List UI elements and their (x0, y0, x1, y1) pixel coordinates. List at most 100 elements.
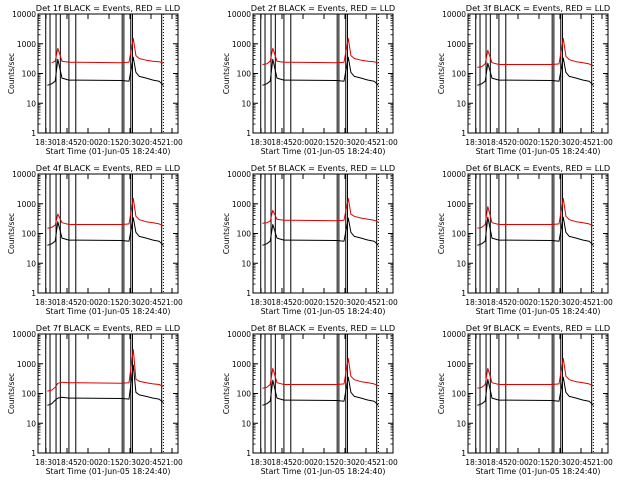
y-tick-label: 1000 (17, 40, 36, 49)
chart-title: Det 5f BLACK = Events, RED = LLD (251, 163, 395, 173)
y-tick-label: 100 (22, 70, 37, 79)
y-tick-label: 10 (456, 419, 466, 428)
series-line-lld (262, 38, 379, 65)
y-tick-label: 100 (452, 70, 467, 79)
x-tick-label: 20:15 (528, 138, 550, 147)
x-tick-label: 20:00 (507, 138, 529, 147)
x-axis-label: Start Time (01-Jun-05 18:24:40) (46, 467, 171, 476)
x-tick-label: 20:15 (313, 298, 335, 307)
y-tick-label: 100 (237, 390, 252, 399)
y-tick-label: 1 (246, 449, 251, 458)
x-tick-label: 20:15 (528, 458, 550, 467)
x-axis-label: Start Time (01-Jun-05 18:24:40) (476, 307, 601, 316)
y-tick-label: 1 (31, 129, 36, 138)
plot-frame (37, 13, 179, 134)
x-tick-label: 18:45 (271, 458, 293, 467)
x-axis-label: Start Time (01-Jun-05 18:24:40) (476, 147, 601, 156)
plot-frame (467, 173, 609, 294)
chart-title: Det 9f BLACK = Events, RED = LLD (466, 323, 610, 333)
series-line-events (262, 217, 379, 246)
y-tick-label: 1 (246, 129, 251, 138)
x-tick-label: 18:30 (35, 458, 57, 467)
y-tick-label: 1 (461, 449, 466, 458)
y-tick-label: 1000 (17, 200, 36, 209)
x-tick-label: 20:15 (98, 298, 120, 307)
series-line-lld (51, 38, 164, 64)
x-tick-label: 21:00 (161, 298, 183, 307)
x-tick-label: 21:00 (376, 298, 398, 307)
y-tick-label: 10 (456, 99, 466, 108)
x-tick-label: 20:00 (292, 138, 314, 147)
series-line-events (262, 56, 379, 86)
x-axis-label: Start Time (01-Jun-05 18:24:40) (261, 147, 386, 156)
plot-frame (37, 333, 179, 454)
series-line-events (262, 376, 379, 406)
x-tick-label: 20:00 (77, 138, 99, 147)
x-tick-label: 18:45 (486, 138, 508, 147)
x-tick-label: 18:45 (271, 138, 293, 147)
y-tick-label: 1 (461, 289, 466, 298)
x-tick-label: 20:30 (549, 298, 571, 307)
x-tick-label: 18:45 (56, 298, 78, 307)
y-tick-label: 10 (241, 99, 251, 108)
y-tick-label: 1000 (447, 360, 466, 369)
y-tick-label: 10000 (227, 330, 251, 339)
x-tick-label: 20:30 (119, 138, 141, 147)
x-tick-label: 18:45 (56, 458, 78, 467)
series-line-lld (477, 198, 594, 229)
x-tick-label: 20:45 (140, 298, 162, 307)
x-tick-label: 20:15 (313, 138, 335, 147)
series-line-events (47, 56, 164, 86)
x-axis-label: Start Time (01-Jun-05 18:24:40) (476, 467, 601, 476)
x-tick-label: 21:00 (591, 298, 613, 307)
x-axis-label: Start Time (01-Jun-05 18:24:40) (261, 467, 386, 476)
y-tick-label: 10 (241, 259, 251, 268)
x-tick-label: 20:45 (355, 138, 377, 147)
y-tick-label: 100 (237, 70, 252, 79)
y-tick-label: 10000 (442, 170, 466, 179)
x-tick-label: 21:00 (376, 458, 398, 467)
x-tick-label: 18:45 (486, 458, 508, 467)
series-line-lld (262, 358, 379, 389)
y-tick-label: 10 (26, 419, 36, 428)
x-tick-label: 18:30 (35, 138, 57, 147)
plot-frame (467, 333, 609, 454)
x-tick-label: 20:30 (334, 138, 356, 147)
y-tick-label: 100 (452, 390, 467, 399)
y-tick-label: 1 (31, 449, 36, 458)
x-tick-label: 20:30 (549, 458, 571, 467)
x-tick-label: 20:45 (355, 298, 377, 307)
chart-panel-8: Det 8f BLACK = Events, RED = LLD 1 10 100 10… (222, 323, 398, 476)
x-tick-label: 18:30 (250, 138, 272, 147)
y-axis-label: Counts/sec (437, 213, 446, 254)
y-tick-label: 1000 (447, 40, 466, 49)
y-tick-label: 1000 (447, 200, 466, 209)
x-tick-label: 20:00 (77, 458, 99, 467)
y-axis-label: Counts/sec (222, 373, 231, 414)
x-axis-label: Start Time (01-Jun-05 18:24:40) (261, 307, 386, 316)
series-line-events (477, 216, 594, 246)
x-tick-label: 20:30 (119, 458, 141, 467)
y-tick-label: 10 (26, 259, 36, 268)
x-tick-label: 20:00 (292, 298, 314, 307)
chart-panel-4: Det 4f BLACK = Events, RED = LLD 1 10 100 10… (7, 163, 183, 316)
y-tick-label: 10 (241, 419, 251, 428)
y-tick-label: 10000 (12, 170, 36, 179)
chart-panel-3: Det 3f BLACK = Events, RED = LLD 1 10 100 10… (437, 3, 613, 156)
chart-panel-9: Det 9f BLACK = Events, RED = LLD 1 10 100 10… (437, 323, 613, 476)
y-axis-label: Counts/sec (222, 53, 231, 94)
x-tick-label: 21:00 (591, 458, 613, 467)
series-line-lld (262, 198, 379, 224)
x-tick-label: 20:00 (77, 298, 99, 307)
y-axis-label: Counts/sec (7, 213, 16, 254)
y-tick-label: 10000 (442, 10, 466, 19)
chart-title: Det 7f BLACK = Events, RED = LLD (36, 323, 180, 333)
x-tick-label: 20:45 (570, 298, 592, 307)
x-tick-label: 20:30 (334, 298, 356, 307)
plot-frame (467, 13, 609, 134)
x-tick-label: 20:30 (549, 138, 571, 147)
x-tick-label: 20:00 (292, 458, 314, 467)
series-line-lld (477, 358, 594, 389)
chart-title: Det 1f BLACK = Events, RED = LLD (36, 3, 180, 13)
